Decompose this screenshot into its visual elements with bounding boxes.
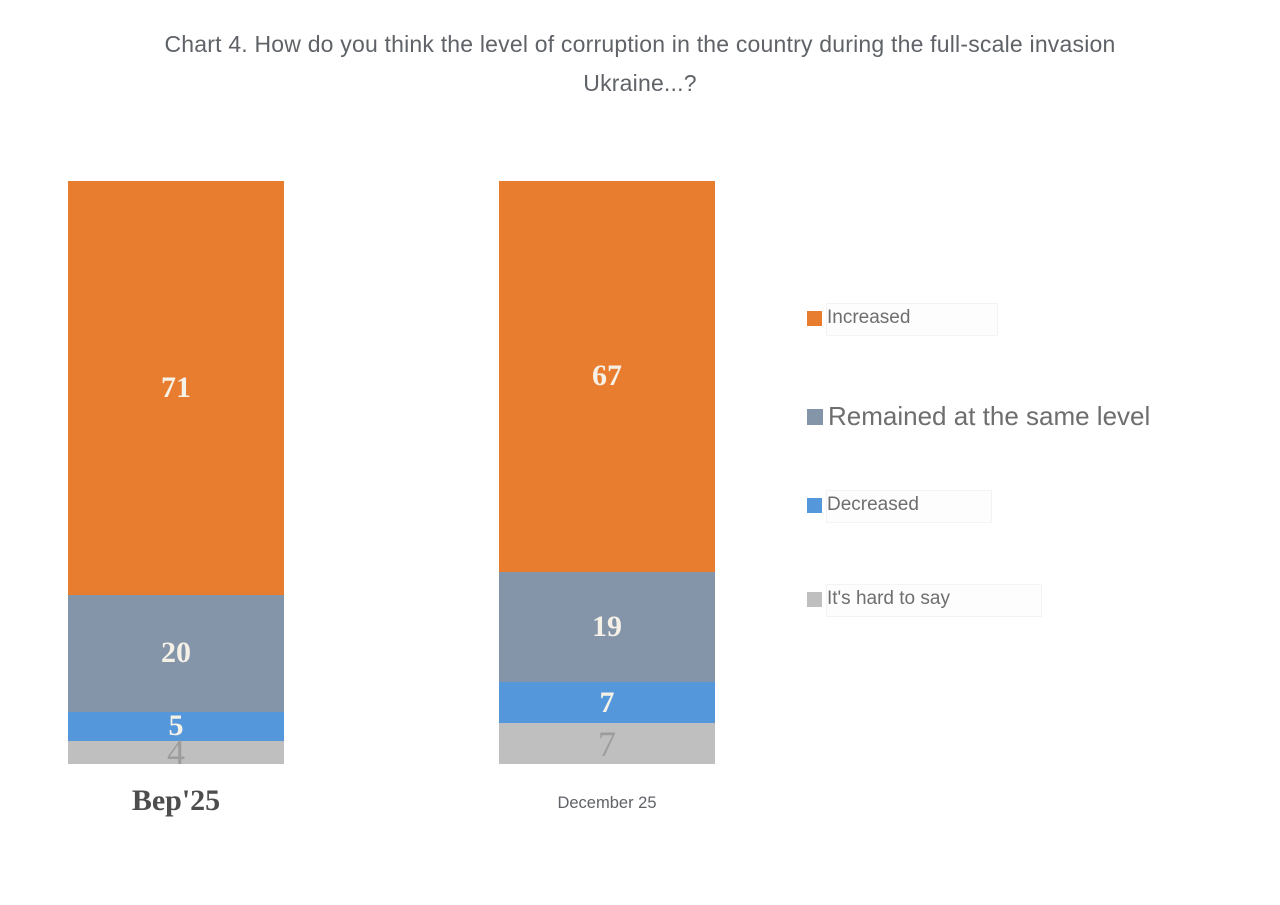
legend-label-hard-to-say: It's hard to say xyxy=(827,588,950,609)
segment-decreased-december-25: 7 xyxy=(499,682,715,724)
legend-swatch-remained xyxy=(807,408,823,425)
legend-swatch-decreased xyxy=(807,497,822,513)
segment-it-s-hard-to-say-december-25: 7 xyxy=(499,723,715,764)
stacked-bar-sep-25: 71 20 5 4 xyxy=(68,181,284,770)
chart-title: Chart 4. How do you think the level of c… xyxy=(0,25,1280,103)
value-label-decreased-december-25: 7 xyxy=(599,685,615,719)
segment-increased-25: 71 xyxy=(68,181,284,595)
segment-increased-december-25: 67 xyxy=(499,181,715,572)
value-label-it-s-hard-to-say-december-25: 7 xyxy=(598,723,616,764)
legend-item-increased: Increased xyxy=(807,303,999,336)
value-label-increased-25: 71 xyxy=(161,370,191,404)
segment-remained-at-the-same-level-25: 20 xyxy=(68,594,284,712)
legend-swatch-increased xyxy=(807,310,822,326)
chart-title-line1: Chart 4. How do you think the level of c… xyxy=(164,31,1116,57)
value-label-increased-december-25: 67 xyxy=(592,359,622,393)
legend-item-remained: Remained at the same level xyxy=(807,401,1150,432)
category-label-dec-25: December 25 xyxy=(557,794,657,812)
value-label-remained-at-the-same-level-december-25: 19 xyxy=(592,609,622,643)
legend-item-hard-to-say: It's hard to say xyxy=(807,584,1042,617)
legend-item-decreased: Decreased xyxy=(807,490,992,523)
legend-swatch-hard-to-say xyxy=(807,591,822,607)
segment-it-s-hard-to-say-25: 4 xyxy=(68,734,284,770)
segment-remained-at-the-same-level-december-25: 19 xyxy=(499,571,715,683)
value-label-it-s-hard-to-say-25: 4 xyxy=(167,732,185,773)
chart-title-line2: Ukraine...? xyxy=(583,70,697,96)
value-label-remained-at-the-same-level-25: 20 xyxy=(161,636,191,670)
category-label-sep-25: Вер'25 xyxy=(131,784,221,817)
legend-label-decreased: Decreased xyxy=(827,494,919,515)
value-label-decreased-25: 5 xyxy=(168,709,184,743)
stacked-bar-dec-25: 67 19 7 7 xyxy=(499,181,715,764)
legend-label-remained: Remained at the same level xyxy=(828,401,1151,431)
legend-label-increased: Increased xyxy=(827,307,911,328)
segment-decreased-25: 5 xyxy=(68,709,284,743)
